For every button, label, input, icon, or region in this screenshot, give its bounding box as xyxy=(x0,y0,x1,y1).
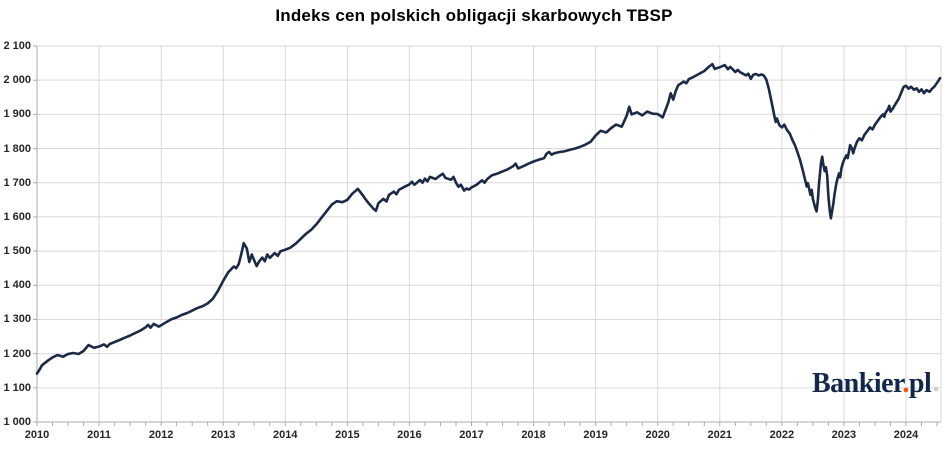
y-axis-label: 1 200 xyxy=(3,347,31,360)
y-axis-label: 1 500 xyxy=(3,245,31,258)
x-axis-label: 2016 xyxy=(397,429,422,441)
x-axis-label: 2020 xyxy=(645,429,670,441)
y-axis-label: 2 000 xyxy=(3,74,31,87)
x-axis-label: 2012 xyxy=(148,429,174,441)
x-axis-label: 2023 xyxy=(831,429,857,441)
x-axis-label: 2021 xyxy=(707,429,733,441)
bankier-logo: Bankier.pl xyxy=(812,368,932,399)
x-axis-label: 2017 xyxy=(459,429,484,441)
x-axis-label: 2010 xyxy=(24,429,50,441)
x-axis-label: 2011 xyxy=(87,429,111,441)
y-axis-label: 1 600 xyxy=(3,210,31,223)
x-axis-label: 2022 xyxy=(769,429,795,441)
y-axis-label: 1 700 xyxy=(3,176,31,189)
y-axis-label: 1 400 xyxy=(3,279,31,292)
x-axis-label: 2013 xyxy=(210,429,236,441)
x-axis-label: 2015 xyxy=(335,429,360,441)
x-axis-label: 2019 xyxy=(583,429,608,441)
y-axis-label: 2 100 xyxy=(3,40,31,52)
y-axis-label: 1 800 xyxy=(3,142,31,155)
chart-title: Indeks cen polskich obligacji skarbowych… xyxy=(275,6,673,25)
logo-mark xyxy=(934,387,938,391)
x-axis-label: 2014 xyxy=(273,429,298,441)
bankier-logo-tld: pl xyxy=(908,368,932,399)
y-axis-label: 1 100 xyxy=(3,381,31,394)
y-axis-label: 1 900 xyxy=(3,108,31,121)
x-axis-label: 2024 xyxy=(893,429,919,441)
bankier-logo-text: Bankier xyxy=(812,368,903,399)
y-axis-label: 1 300 xyxy=(3,313,31,326)
y-axis-label: 1 000 xyxy=(3,416,31,428)
tbsp-index-line xyxy=(35,62,942,375)
bankier-logo-dot: . xyxy=(902,368,909,399)
x-axis-label: 2018 xyxy=(521,429,546,441)
